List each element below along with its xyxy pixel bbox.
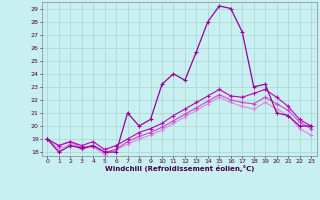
X-axis label: Windchill (Refroidissement éolien,°C): Windchill (Refroidissement éolien,°C) xyxy=(105,165,254,172)
